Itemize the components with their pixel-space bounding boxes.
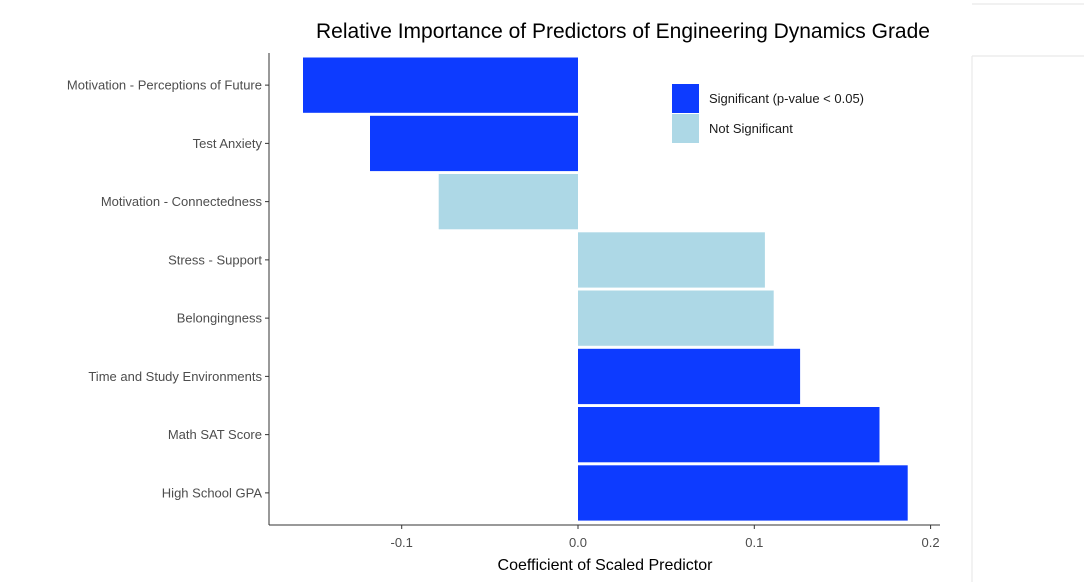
y-tick-label: High School GPA: [162, 485, 263, 500]
legend-label-not-significant: Not Significant: [709, 121, 793, 136]
y-axis-labels: Motivation - Perceptions of Future Test A…: [67, 78, 269, 500]
legend-swatch-significant: [672, 84, 699, 113]
bar: [303, 57, 578, 113]
y-tick-label: Motivation - Perceptions of Future: [67, 78, 262, 93]
bar: [438, 174, 578, 230]
bar: [370, 115, 578, 172]
y-tick-label: Motivation - Connectedness: [101, 194, 263, 209]
x-tick-label: 0.1: [745, 535, 763, 550]
chart-title: Relative Importance of Predictors of Eng…: [316, 20, 930, 43]
x-tick-label: 0.2: [922, 535, 940, 550]
x-tick-label: -0.1: [390, 535, 412, 550]
legend: Significant (p-value < 0.05) Not Signifi…: [672, 84, 864, 143]
y-tick-label: Time and Study Environments: [88, 369, 262, 384]
bar: [578, 290, 774, 346]
bars-layer: [303, 57, 908, 521]
legend-label-significant: Significant (p-value < 0.05): [709, 91, 864, 106]
legend-swatch-not-significant: [672, 114, 699, 143]
bar: [578, 407, 880, 463]
y-tick-label: Stress - Support: [168, 252, 262, 267]
bar: [578, 232, 765, 288]
x-axis-ticks: -0.1 0.0 0.1 0.2: [390, 525, 940, 550]
y-tick-label: Math SAT Score: [168, 427, 262, 442]
bar: [578, 465, 908, 521]
x-tick-label: 0.0: [569, 535, 587, 550]
y-tick-label: Test Anxiety: [193, 136, 263, 151]
bar: [578, 348, 801, 405]
y-tick-label: Belongingness: [177, 311, 263, 326]
x-axis-label: Coefficient of Scaled Predictor: [498, 557, 714, 574]
